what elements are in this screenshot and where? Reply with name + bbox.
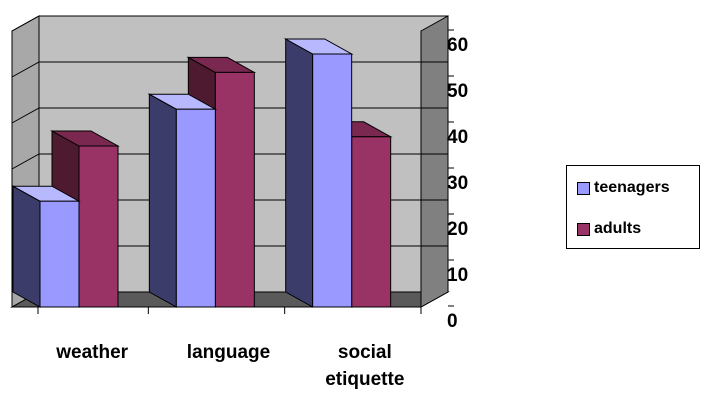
- chart-axes: [12, 306, 422, 314]
- y-axis-ticks: 0 10 20 30 40 50 60: [447, 29, 468, 332]
- y-tick-label: 30: [447, 173, 468, 194]
- bar-side-face: [285, 38, 314, 308]
- bar-front-face: [175, 108, 216, 308]
- bar-front-face: [39, 200, 80, 308]
- y-tick-label: 40: [447, 127, 468, 148]
- chart-bars: [11, 38, 393, 308]
- gridline: [11, 15, 448, 32]
- bar-side-face: [12, 185, 41, 308]
- x-category-label: language: [187, 342, 270, 363]
- bar-teenagers-1: [147, 93, 218, 308]
- bar-front-face: [78, 145, 119, 308]
- legend-item-teenagers: teenagers: [577, 179, 670, 197]
- bar-front-face: [312, 53, 353, 308]
- y-tick-label: 20: [447, 219, 468, 240]
- x-category-label: social: [338, 342, 392, 363]
- x-category-label: etiquette: [325, 369, 404, 390]
- legend-swatch-teenagers: [577, 181, 590, 195]
- x-axis-categories: weather language social etiquette: [55, 342, 404, 390]
- bar-front-face: [351, 136, 392, 308]
- bar-teenagers-0: [11, 185, 81, 308]
- legend-item-adults: adults: [577, 220, 641, 238]
- bar-front-face: [214, 71, 255, 308]
- y-tick-label: 60: [447, 35, 468, 56]
- y-tick-label: 10: [447, 265, 468, 286]
- y-tick-label: 50: [447, 81, 468, 102]
- bar-side-face: [148, 93, 177, 308]
- x-category-label: weather: [55, 342, 128, 363]
- bar-teenagers-2: [283, 38, 354, 308]
- value-axis-wall: [420, 15, 449, 308]
- legend: teenagers adults: [566, 165, 700, 249]
- legend-swatch-adults: [577, 222, 590, 236]
- legend-label-teenagers: teenagers: [594, 179, 670, 196]
- legend-label-adults: adults: [594, 220, 642, 237]
- y-tick-label: 0: [447, 311, 458, 332]
